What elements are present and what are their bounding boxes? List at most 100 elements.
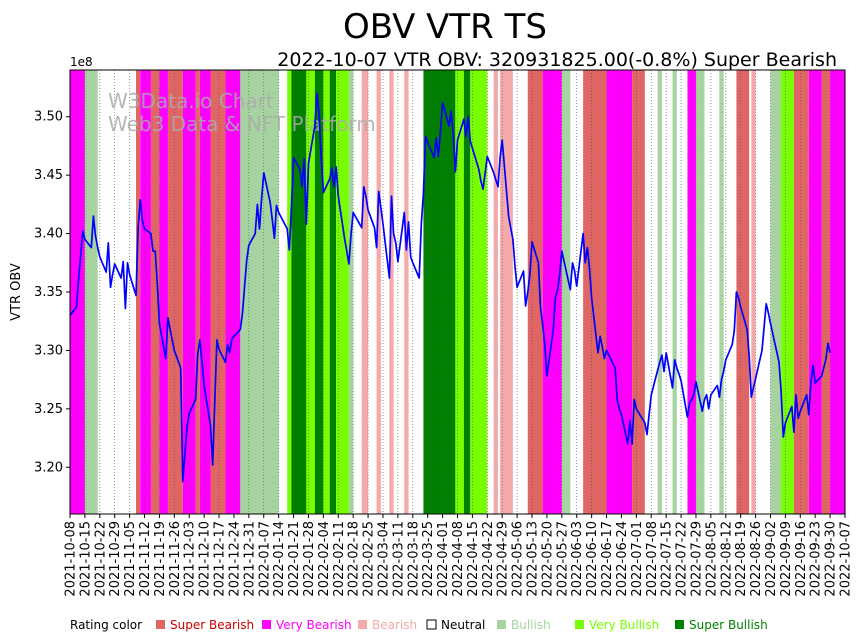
- legend-swatch: [358, 620, 367, 629]
- rating-band: [199, 70, 211, 514]
- x-tick-label: 2022-03-18: [406, 521, 421, 597]
- y-tick-label: 3.40: [34, 227, 63, 242]
- y-tick-label: 3.25: [34, 402, 63, 417]
- x-tick-label: 2021-11-19: [153, 521, 168, 597]
- legend-swatch: [262, 620, 271, 629]
- rating-band: [583, 70, 607, 514]
- y-tick-label: 3.30: [34, 343, 63, 358]
- x-tick-label: 2022-06-03: [570, 521, 585, 597]
- x-tick-label: 2022-06-24: [615, 521, 630, 597]
- x-tick-label: 2021-12-17: [213, 521, 228, 597]
- x-tick-label: 2022-02-25: [362, 521, 377, 597]
- x-tick-label: 2022-04-29: [496, 521, 511, 597]
- x-tick-label: 2022-03-25: [421, 521, 436, 597]
- x-tick-label: 2022-07-01: [630, 521, 645, 597]
- x-tick-label: 2022-08-19: [734, 521, 749, 597]
- legend-label: Super Bearish: [170, 618, 254, 632]
- legend-swatch: [497, 620, 506, 629]
- rating-band: [314, 70, 324, 514]
- legend-label: Bearish: [372, 618, 417, 632]
- rating-band: [719, 70, 724, 514]
- legend-swatch: [575, 620, 584, 629]
- rating-band: [159, 70, 168, 514]
- x-tick-label: 2022-10-07: [839, 521, 854, 597]
- y-tick-label: 3.45: [34, 168, 63, 183]
- rating-band: [240, 70, 279, 514]
- x-tick-label: 2022-08-05: [704, 521, 719, 597]
- x-tick-label: 2022-07-08: [645, 521, 660, 597]
- rating-band: [195, 70, 200, 514]
- x-tick-label: 2021-12-03: [183, 521, 198, 597]
- rating-band: [389, 70, 394, 514]
- y-tick-label: 3.20: [34, 460, 63, 475]
- rating-band: [140, 70, 151, 514]
- rating-band: [361, 70, 369, 514]
- x-tick-label: 2022-02-18: [347, 521, 362, 597]
- x-tick-label: 2022-01-14: [272, 521, 287, 597]
- legend-swatch: [156, 620, 165, 629]
- x-axis-ticks: 2021-10-08 2021-10-15 2021-10-22 2021-10-29…: [64, 514, 854, 597]
- watermark-line-1: W3Data.io Chart: [108, 89, 274, 113]
- x-tick-label: 2022-05-20: [540, 521, 555, 597]
- rating-band: [306, 70, 315, 514]
- x-tick-label: 2021-10-08: [64, 521, 79, 597]
- obv-line: [69, 92, 831, 483]
- rating-band: [821, 70, 831, 514]
- x-tick-label: 2022-09-23: [809, 521, 824, 597]
- x-tick-label: 2021-12-31: [242, 521, 257, 597]
- y-tick-label: 3.50: [34, 110, 63, 125]
- x-tick-label: 2022-01-28: [302, 521, 317, 597]
- x-tick-label: 2022-07-29: [690, 521, 705, 597]
- rating-band: [455, 70, 464, 514]
- y-tick-label: 3.35: [34, 285, 63, 300]
- rating-band: [225, 70, 241, 514]
- legend: Rating color Super Bearish Very Bearish Bea…: [70, 618, 768, 632]
- rating-band: [167, 70, 183, 514]
- rating-band: [770, 70, 782, 514]
- x-tick-label: 2022-04-22: [481, 521, 496, 597]
- obv-series: [69, 92, 831, 483]
- x-tick-label: 2022-06-10: [585, 521, 600, 597]
- x-tick-label: 2021-10-29: [108, 521, 123, 597]
- rating-band: [463, 70, 471, 514]
- x-tick-label: 2022-09-16: [794, 521, 809, 597]
- x-tick-label: 2022-09-30: [824, 521, 839, 597]
- x-tick-label: 2022-05-06: [511, 521, 526, 597]
- rating-band: [376, 70, 381, 514]
- legend-label: Very Bearish: [276, 618, 352, 632]
- legend-label: Bullish: [511, 618, 551, 632]
- x-tick-label: 2022-02-04: [317, 521, 332, 597]
- rating-band: [323, 70, 330, 514]
- y-axis-ticks: 3.20 3.25 3.30 3.35 3.40 3.45 3.50: [34, 110, 70, 475]
- rating-band: [830, 70, 845, 514]
- x-tick-label: 2021-12-10: [198, 521, 213, 597]
- chart-subtitle: 2022-10-07 VTR OBV: 320931825.00(-0.8%) …: [277, 49, 837, 71]
- x-tick-label: 2022-01-21: [287, 521, 302, 597]
- y-axis-label: VTR OBV: [9, 263, 24, 321]
- rating-band: [404, 70, 409, 514]
- legend-label: Neutral: [441, 618, 485, 632]
- rating-band: [751, 70, 756, 514]
- legend-swatch: [675, 620, 684, 629]
- legend-label: Super Bullish: [689, 618, 768, 632]
- rating-band: [500, 70, 513, 514]
- x-tick-label: 2021-10-22: [93, 521, 108, 597]
- x-tick-label: 2021-11-05: [123, 521, 138, 597]
- rating-band: [781, 70, 794, 514]
- x-tick-label: 2022-04-15: [466, 521, 481, 597]
- rating-band: [470, 70, 488, 514]
- x-tick-label: 2022-05-27: [555, 521, 570, 597]
- y-axis-multiplier: 1e8: [70, 55, 93, 69]
- rating-band: [150, 70, 160, 514]
- x-tick-label: 2022-03-11: [391, 521, 406, 597]
- x-tick-label: 2022-06-17: [600, 521, 615, 597]
- rating-band: [336, 70, 349, 514]
- x-tick-label: 2021-12-24: [227, 521, 242, 597]
- rating-band: [672, 70, 677, 514]
- x-tick-label: 2022-05-13: [526, 521, 541, 597]
- watermark-line-2: Web3 Data & NFT Platform: [108, 112, 376, 136]
- x-tick-label: 2022-07-22: [675, 521, 690, 597]
- chart-title: OBV VTR TS: [343, 7, 547, 47]
- x-tick-label: 2022-03-04: [377, 521, 392, 597]
